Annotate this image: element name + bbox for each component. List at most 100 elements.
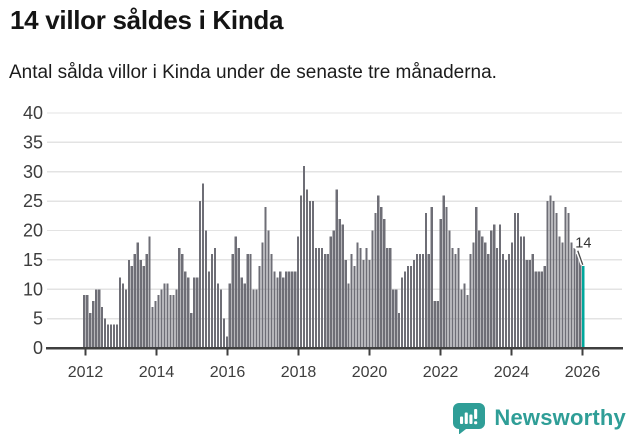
bar-2016-07[interactable]	[243, 283, 246, 349]
bar-2024-01[interactable]	[510, 242, 514, 348]
bar-2024-05[interactable]	[522, 236, 525, 349]
bar-2021-05[interactable]	[415, 254, 419, 348]
bar-2025-02[interactable]	[549, 195, 552, 348]
bar-2013-06[interactable]	[133, 254, 136, 348]
bar-2020-04[interactable]	[377, 195, 380, 348]
bar-2025-01[interactable]	[546, 201, 549, 349]
bar-2012-11[interactable]	[112, 324, 116, 349]
bar-2022-01[interactable]	[439, 218, 442, 348]
bar-2014-01[interactable]	[154, 301, 157, 348]
bar-2021-07[interactable]	[421, 254, 424, 348]
bar-2017-06[interactable]	[276, 277, 279, 349]
bar-2018-07[interactable]	[314, 248, 318, 349]
bar-2017-11[interactable]	[291, 271, 294, 349]
bar-2024-04[interactable]	[519, 236, 522, 349]
bar-2012-08[interactable]	[103, 318, 107, 349]
bar-2019-06[interactable]	[347, 283, 350, 349]
bar-2014-03[interactable]	[160, 289, 163, 348]
bar-2012-09[interactable]	[106, 324, 110, 349]
bar-2017-07[interactable]	[279, 271, 282, 349]
bar-2014-09[interactable]	[178, 248, 181, 349]
bar-2024-11[interactable]	[540, 271, 543, 349]
bar-2019-05[interactable]	[344, 259, 347, 349]
bar-2023-12[interactable]	[507, 254, 511, 348]
bar-2018-11[interactable]	[326, 254, 329, 348]
bar-2019-10[interactable]	[359, 248, 362, 349]
bar-2024-06[interactable]	[525, 259, 528, 349]
bar-2024-09[interactable]	[534, 271, 537, 349]
bar-2024-07[interactable]	[528, 259, 531, 349]
bar-2019-11[interactable]	[362, 259, 365, 349]
bar-2018-01[interactable]	[297, 236, 300, 349]
bar-2013-05[interactable]	[130, 265, 133, 348]
bar-2022-10[interactable]	[466, 295, 469, 349]
bar-2018-02[interactable]	[300, 195, 303, 348]
bar-2020-03[interactable]	[374, 212, 377, 349]
bar-2023-07[interactable]	[493, 224, 496, 349]
bar-2020-02[interactable]	[371, 230, 374, 349]
bar-2018-12[interactable]	[329, 236, 332, 349]
bar-2015-05[interactable]	[202, 183, 205, 349]
bar-2022-12[interactable]	[472, 242, 475, 348]
bar-2019-07[interactable]	[350, 254, 353, 348]
bar-2015-07[interactable]	[207, 271, 211, 349]
bar-2021-09[interactable]	[427, 254, 430, 348]
bar-2016-11[interactable]	[255, 289, 258, 348]
bar-2021-08[interactable]	[424, 212, 427, 349]
bar-2025-03[interactable]	[552, 201, 555, 349]
bar-2025-04[interactable]	[555, 212, 558, 349]
bar-2019-03[interactable]	[338, 218, 341, 348]
bar-2018-05[interactable]	[308, 201, 312, 349]
bar-2016-08[interactable]	[246, 254, 249, 348]
bar-2023-02[interactable]	[478, 230, 481, 349]
bar-2022-07[interactable]	[457, 248, 460, 349]
bar-2023-06[interactable]	[490, 230, 493, 349]
bar-2015-04[interactable]	[199, 201, 202, 349]
bar-2014-02[interactable]	[157, 295, 160, 349]
bar-2014-04[interactable]	[163, 283, 166, 349]
bar-2025-06[interactable]	[561, 242, 564, 348]
bar-2023-09[interactable]	[499, 224, 502, 349]
bar-2012-02[interactable]	[86, 295, 89, 349]
bar-2025-11[interactable]	[576, 254, 579, 348]
bar-2016-01[interactable]	[225, 336, 228, 348]
bar-2013-10[interactable]	[145, 254, 148, 348]
bar-2025-09[interactable]	[570, 242, 573, 348]
bar-2016-02[interactable]	[228, 283, 231, 349]
bar-2019-09[interactable]	[356, 242, 359, 348]
bar-2012-12[interactable]	[115, 324, 119, 349]
bar-2023-05[interactable]	[487, 254, 490, 348]
bar-2024-08[interactable]	[531, 254, 534, 348]
bar-2016-09[interactable]	[249, 254, 252, 348]
bar-2025-10[interactable]	[573, 248, 576, 349]
bar-2013-11[interactable]	[148, 236, 151, 349]
bar-2017-09[interactable]	[285, 271, 288, 349]
bar-2023-03[interactable]	[481, 236, 484, 349]
bar-2012-01[interactable]	[83, 295, 86, 349]
bar-2021-10[interactable]	[430, 207, 433, 348]
bar-2024-02[interactable]	[513, 212, 517, 349]
bar-2012-05[interactable]	[95, 289, 98, 348]
bar-2014-08[interactable]	[175, 289, 178, 348]
highlight-bar-2026-01[interactable]	[582, 265, 585, 348]
bar-2016-03[interactable]	[231, 254, 234, 348]
bar-2019-02[interactable]	[335, 189, 338, 349]
bar-2024-03[interactable]	[516, 212, 520, 349]
bar-2023-11[interactable]	[504, 259, 508, 349]
bar-2017-08[interactable]	[282, 277, 285, 349]
bar-2018-04[interactable]	[305, 189, 309, 349]
bar-2013-01[interactable]	[118, 277, 122, 349]
bar-2013-04[interactable]	[127, 259, 130, 349]
bar-2019-12[interactable]	[365, 248, 368, 349]
bar-2015-08[interactable]	[210, 254, 214, 348]
bar-2024-12[interactable]	[543, 265, 546, 348]
bar-2015-12[interactable]	[222, 318, 225, 349]
bar-2015-06[interactable]	[204, 230, 208, 349]
bar-2018-10[interactable]	[323, 254, 326, 348]
bar-2014-05[interactable]	[166, 283, 169, 349]
bar-2013-03[interactable]	[124, 289, 127, 348]
bar-2021-06[interactable]	[418, 254, 422, 348]
bar-2014-12[interactable]	[187, 277, 190, 349]
bar-2021-03[interactable]	[409, 265, 413, 348]
bar-2013-09[interactable]	[142, 265, 145, 348]
